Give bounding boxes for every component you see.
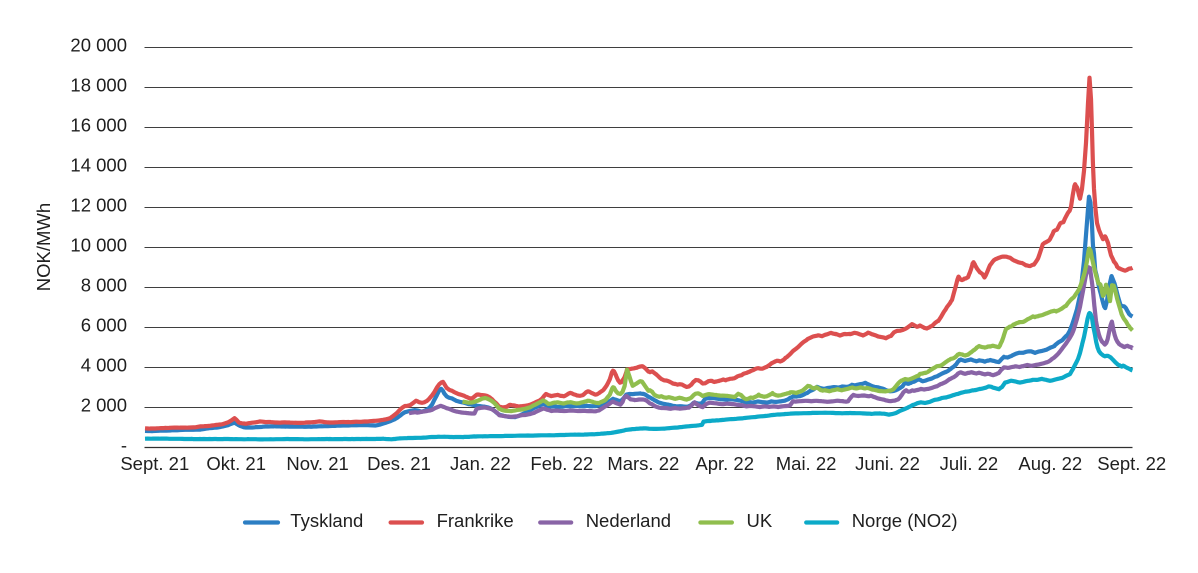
svg-text:16 000: 16 000 — [70, 115, 127, 136]
svg-text:Frankrike: Frankrike — [437, 510, 514, 531]
svg-text:Nov. 21: Nov. 21 — [286, 453, 348, 474]
svg-text:6 000: 6 000 — [81, 315, 127, 336]
svg-text:18 000: 18 000 — [70, 75, 127, 96]
svg-text:Aug. 22: Aug. 22 — [1018, 453, 1082, 474]
svg-text:Nederland: Nederland — [586, 510, 671, 531]
svg-text:8 000: 8 000 — [81, 275, 127, 296]
svg-text:Jan. 22: Jan. 22 — [450, 453, 511, 474]
svg-text:Okt. 21: Okt. 21 — [206, 453, 266, 474]
svg-text:4 000: 4 000 — [81, 355, 127, 376]
svg-text:UK: UK — [747, 510, 773, 531]
svg-text:Feb. 22: Feb. 22 — [530, 453, 593, 474]
svg-text:Des. 21: Des. 21 — [367, 453, 431, 474]
svg-text:2 000: 2 000 — [81, 395, 127, 416]
svg-text:Juni. 22: Juni. 22 — [855, 453, 920, 474]
svg-text:Norge (NO2): Norge (NO2) — [852, 510, 958, 531]
svg-text:Apr. 22: Apr. 22 — [695, 453, 754, 474]
svg-text:-: - — [121, 435, 127, 456]
svg-text:Tyskland: Tyskland — [290, 510, 363, 531]
svg-text:Sept. 21: Sept. 21 — [120, 453, 189, 474]
svg-text:Juli. 22: Juli. 22 — [940, 453, 999, 474]
svg-text:Sept. 22: Sept. 22 — [1097, 453, 1166, 474]
svg-text:14 000: 14 000 — [70, 155, 127, 176]
svg-text:20 000: 20 000 — [70, 35, 127, 56]
svg-text:NOK/MWh: NOK/MWh — [33, 203, 54, 291]
svg-text:Mai. 22: Mai. 22 — [776, 453, 837, 474]
svg-text:12 000: 12 000 — [70, 195, 127, 216]
svg-text:10 000: 10 000 — [70, 235, 127, 256]
svg-text:Mars. 22: Mars. 22 — [607, 453, 679, 474]
